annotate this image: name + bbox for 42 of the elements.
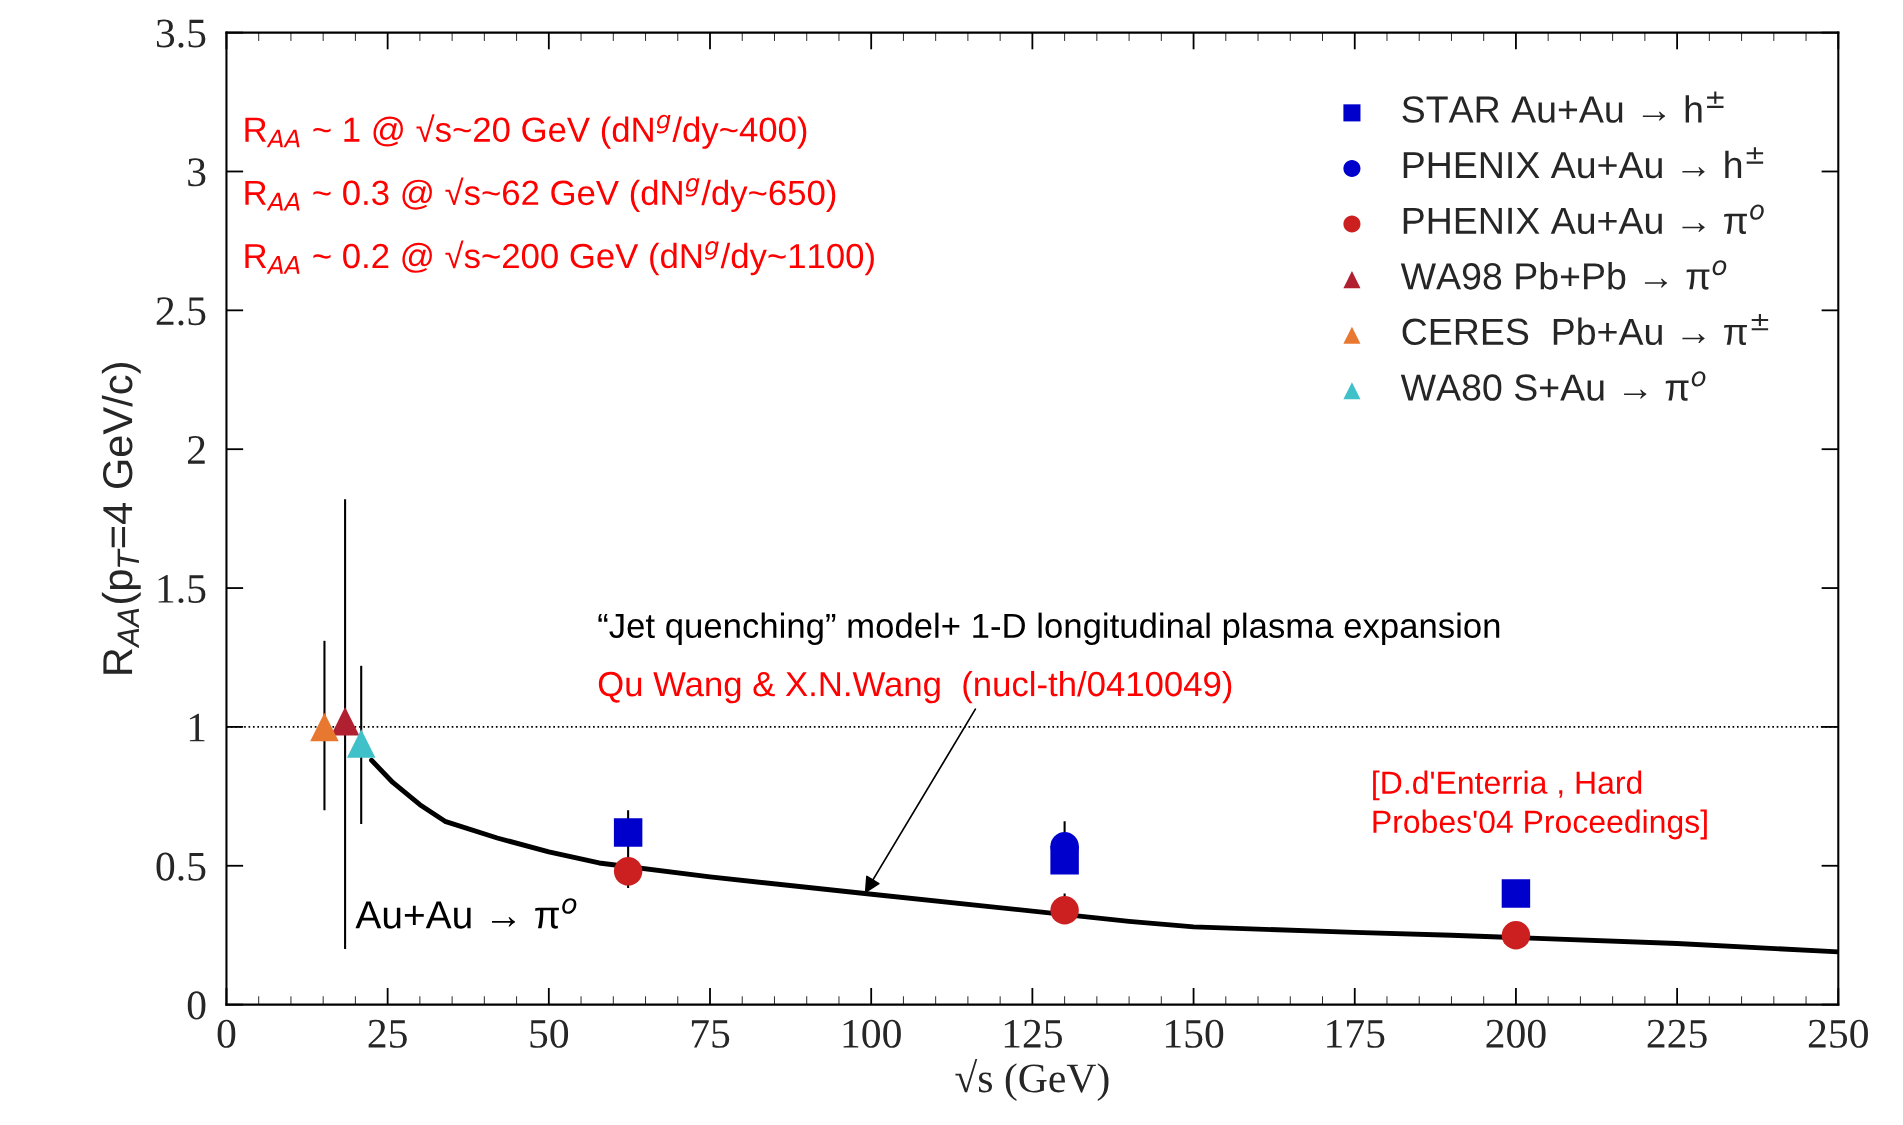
annotation: [D.d'Enterria , Hard Probes'04 Proceedings] bbox=[1373, 770, 1707, 840]
point bbox=[330, 707, 360, 736]
y-tick-label: 0 bbox=[187, 991, 206, 1020]
x-tick-label: 150 bbox=[1165, 1019, 1224, 1048]
x-tick-label: 75 bbox=[691, 1020, 730, 1048]
annotation: R$_{AA}$ ~ 1 @ √s~20 GeV (dN$^{g}$/dy~400) bbox=[245, 114, 807, 149]
y-axis-title: R$_{AA}$(p$_{T}$=4 GeV/c) bbox=[101, 363, 141, 674]
point bbox=[613, 818, 643, 847]
point bbox=[613, 857, 643, 886]
annotation: Au+Au → π$^{o}$ bbox=[355, 898, 577, 929]
y-tick-label: 2.5 bbox=[156, 297, 206, 326]
y-tick-label: 3.5 bbox=[156, 19, 206, 48]
point bbox=[1050, 895, 1079, 925]
x-axis-title: √s (GeV) bbox=[955, 1059, 1109, 1101]
annotation: “Jet quenching” model+ 1-D longitudinal plasma expansion bbox=[598, 612, 1500, 645]
x-tick-label: 225 bbox=[1647, 1019, 1707, 1048]
legend-label: STAR Au+Au → h$^{±}$ bbox=[1402, 91, 1724, 123]
x-tick-label: 175 bbox=[1327, 1019, 1385, 1048]
point bbox=[310, 712, 339, 742]
x-tick-label: 25 bbox=[368, 1019, 407, 1048]
point bbox=[1501, 879, 1531, 908]
annotation: R$_{AA}$ ~ 0.3 @ √s~62 GeV (dN$^{g}$/dy~650) bbox=[245, 177, 836, 213]
x-tick-label: 125 bbox=[1004, 1019, 1062, 1048]
x-tick-label: 100 bbox=[843, 1019, 901, 1048]
annotation: R$_{AA}$ ~ 0.2 @ √s~200 GeV (dN$^{g}$/dy~1100) bbox=[245, 240, 874, 276]
legend-label: PHENIX Au+Au → π$^{o}$ bbox=[1403, 204, 1764, 235]
y-tick-label: 3 bbox=[188, 158, 206, 187]
x-tick-label: 250 bbox=[1808, 1019, 1868, 1048]
point bbox=[346, 729, 376, 758]
legend-label: WA98 Pb+Pb → π$^{o}$ bbox=[1400, 260, 1727, 290]
point bbox=[1501, 920, 1531, 950]
legend-label: PHENIX Au+Au → h$^{±}$ bbox=[1403, 147, 1764, 179]
x-tick-label: 0 bbox=[217, 1019, 236, 1048]
y-tick-label: 1 bbox=[189, 713, 205, 742]
annotation: Qu Wang & X.N.Wang (nucl-th/0410049) bbox=[598, 670, 1232, 704]
legend-label: CERES Pb+Au → π$^{±}$ bbox=[1402, 313, 1769, 346]
x-tick-label: 50 bbox=[530, 1019, 569, 1048]
x-tick-label: 200 bbox=[1486, 1019, 1546, 1048]
y-tick-label: 2 bbox=[188, 436, 205, 464]
y-tick-label: 1.5 bbox=[158, 575, 206, 604]
legend-label: WA80 S+Au → π$^{o}$ bbox=[1400, 371, 1706, 401]
y-tick-label: 0.5 bbox=[156, 852, 206, 881]
